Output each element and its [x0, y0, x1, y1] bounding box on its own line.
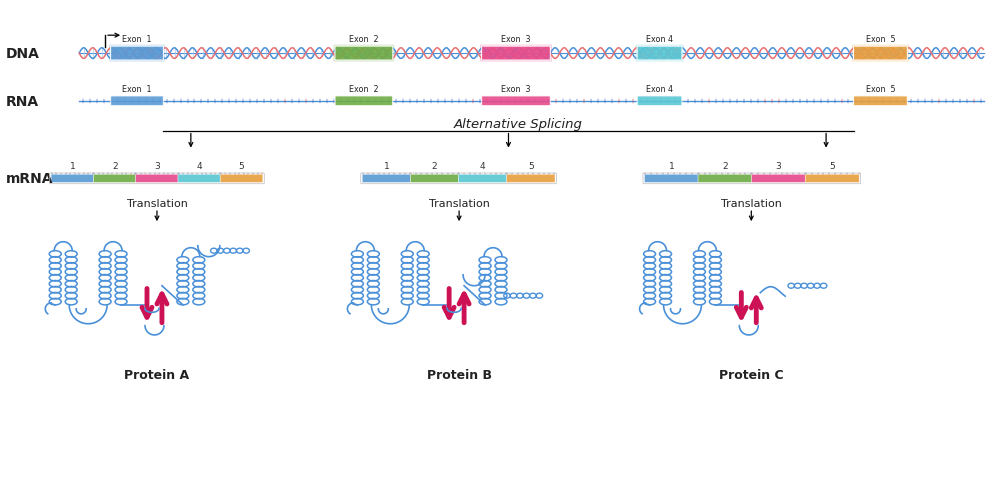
FancyBboxPatch shape — [136, 175, 178, 183]
Text: mRNA: mRNA — [5, 172, 53, 186]
Text: Alternative Splicing: Alternative Splicing — [454, 118, 583, 131]
Text: Protein A: Protein A — [124, 368, 190, 381]
FancyBboxPatch shape — [482, 47, 550, 61]
Text: Exon 4: Exon 4 — [646, 85, 673, 94]
Text: 4: 4 — [480, 162, 485, 170]
FancyBboxPatch shape — [335, 47, 393, 61]
Text: Translation: Translation — [127, 199, 187, 209]
FancyBboxPatch shape — [93, 175, 136, 183]
Text: Exon  5: Exon 5 — [866, 35, 895, 44]
Text: Exon  5: Exon 5 — [866, 85, 895, 94]
Text: Exon 4: Exon 4 — [646, 35, 673, 44]
Text: Exon  3: Exon 3 — [501, 35, 531, 44]
Text: Exon  1: Exon 1 — [122, 85, 152, 94]
Text: 1: 1 — [669, 162, 674, 170]
FancyBboxPatch shape — [111, 97, 163, 107]
Text: 5: 5 — [528, 162, 534, 170]
FancyBboxPatch shape — [698, 175, 752, 183]
FancyBboxPatch shape — [636, 46, 683, 62]
Text: Exon  1: Exon 1 — [122, 35, 152, 44]
Text: DNA: DNA — [5, 47, 39, 61]
FancyBboxPatch shape — [109, 46, 165, 62]
FancyBboxPatch shape — [637, 97, 682, 107]
Text: Exon  2: Exon 2 — [349, 35, 379, 44]
Text: 3: 3 — [776, 162, 781, 170]
FancyBboxPatch shape — [752, 175, 806, 183]
Text: 3: 3 — [154, 162, 160, 170]
FancyBboxPatch shape — [111, 47, 163, 61]
Text: 1: 1 — [384, 162, 389, 170]
Text: 5: 5 — [239, 162, 244, 170]
FancyBboxPatch shape — [644, 175, 698, 183]
FancyBboxPatch shape — [362, 175, 411, 183]
Text: Exon  2: Exon 2 — [349, 85, 379, 94]
Text: 5: 5 — [829, 162, 835, 170]
FancyBboxPatch shape — [458, 175, 507, 183]
FancyBboxPatch shape — [220, 175, 263, 183]
Text: 1: 1 — [70, 162, 75, 170]
FancyBboxPatch shape — [482, 97, 550, 107]
FancyBboxPatch shape — [410, 175, 459, 183]
FancyBboxPatch shape — [507, 175, 555, 183]
FancyBboxPatch shape — [178, 175, 221, 183]
Text: 2: 2 — [432, 162, 437, 170]
FancyBboxPatch shape — [852, 46, 909, 62]
FancyBboxPatch shape — [854, 97, 907, 107]
FancyBboxPatch shape — [854, 47, 907, 61]
FancyBboxPatch shape — [637, 47, 682, 61]
Text: 2: 2 — [112, 162, 117, 170]
Text: Protein C: Protein C — [719, 368, 784, 381]
FancyBboxPatch shape — [480, 46, 552, 62]
Text: 4: 4 — [196, 162, 202, 170]
Text: RNA: RNA — [5, 95, 39, 108]
FancyBboxPatch shape — [335, 97, 393, 107]
Text: Translation: Translation — [429, 199, 490, 209]
FancyBboxPatch shape — [333, 46, 394, 62]
Text: Exon  3: Exon 3 — [501, 85, 531, 94]
Text: 2: 2 — [722, 162, 728, 170]
FancyBboxPatch shape — [51, 175, 94, 183]
Text: Protein B: Protein B — [427, 368, 492, 381]
FancyBboxPatch shape — [805, 175, 859, 183]
Text: Translation: Translation — [721, 199, 782, 209]
